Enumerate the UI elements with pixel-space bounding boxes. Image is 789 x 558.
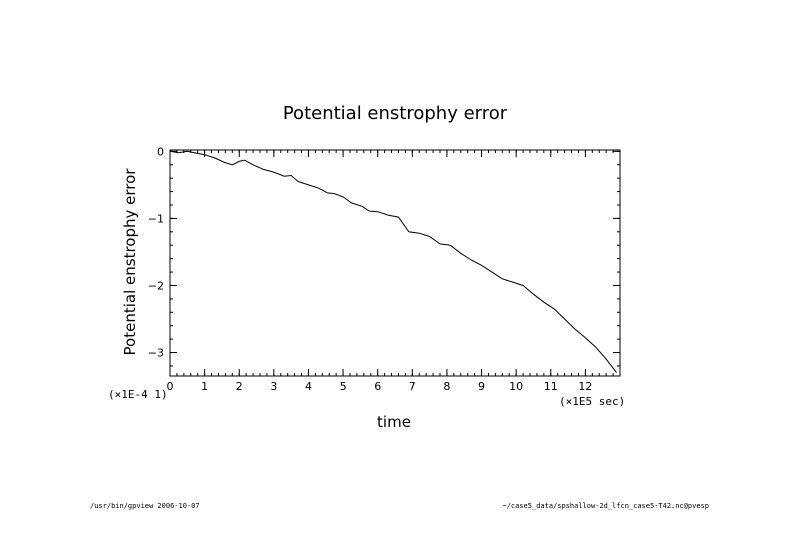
series-line <box>169 150 617 373</box>
x-tick-label: 12 <box>578 380 592 393</box>
y-tick-label: 0 <box>157 145 164 158</box>
x-tick-label: 10 <box>509 380 523 393</box>
x-tick-label: 4 <box>305 380 312 393</box>
y-tick-label: −1 <box>148 212 164 225</box>
x-axis-label: time <box>377 413 411 431</box>
x-tick-labels: 0 1 2 3 4 5 6 7 8 9 10 11 12 <box>167 380 593 393</box>
chart-title: Potential enstrophy error <box>283 103 508 124</box>
x-tick-label: 11 <box>544 380 558 393</box>
y-ticks <box>170 150 620 367</box>
x-tick-label: 1 <box>201 380 208 393</box>
y-tick-label: −2 <box>148 279 164 292</box>
x-tick-label: 7 <box>409 380 416 393</box>
x-tick-label: 2 <box>236 380 243 393</box>
footer-right-text: ~/case5_data/spshallow-2d_lfcn_case5-T42… <box>502 502 709 510</box>
footer-left-text: /usr/bin/gpview 2006-10-07 <box>90 502 200 510</box>
x-tick-label: 3 <box>270 380 277 393</box>
x-ticks <box>169 150 621 376</box>
y-axis-label: Potential enstrophy error <box>121 168 139 356</box>
x-tick-label: 5 <box>340 380 347 393</box>
x-unit-label: (×1E5 sec) <box>559 395 625 408</box>
plot-border <box>169 149 621 377</box>
x-tick-label: 6 <box>374 380 381 393</box>
y-unit-label: (×1E-4 1) <box>108 388 168 401</box>
plot-frame <box>169 149 621 377</box>
x-tick-label: 9 <box>478 380 485 393</box>
y-tick-label: −3 <box>148 347 164 360</box>
x-tick-label: 8 <box>443 380 450 393</box>
x-tick-label: 0 <box>167 380 174 393</box>
y-tick-labels: 0 −1 −2 −3 <box>148 145 164 359</box>
